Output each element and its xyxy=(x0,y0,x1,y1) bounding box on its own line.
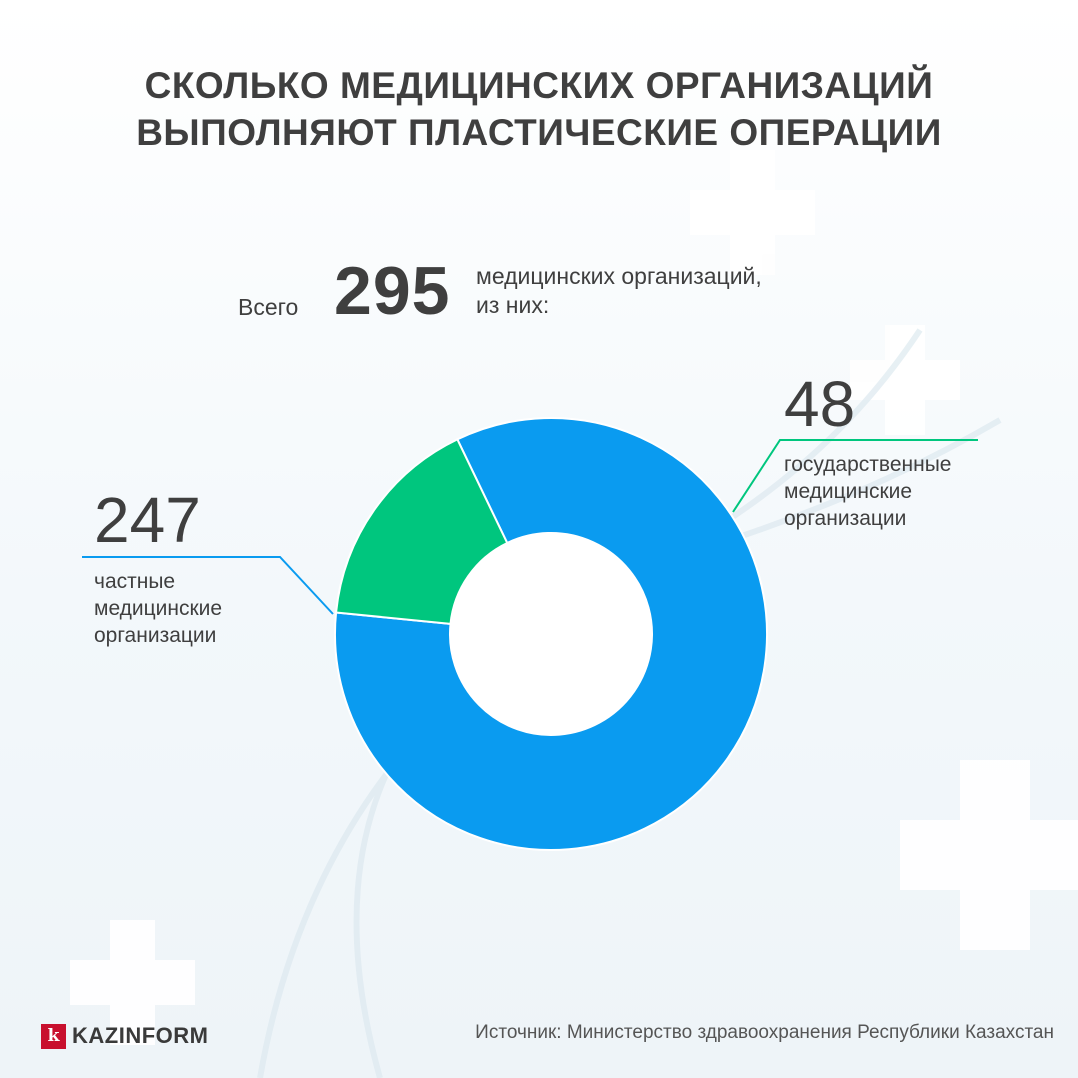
chart-title: СКОЛЬКО МЕДИЦИНСКИХ ОРГАНИЗАЦИЙ ВЫПОЛНЯЮ… xyxy=(0,62,1078,156)
private-leader-line xyxy=(82,556,334,615)
kazinform-logo: k KAZINFORM xyxy=(41,1023,208,1049)
cross-decoration xyxy=(70,920,195,1045)
title-line-2: ВЫПОЛНЯЮТ ПЛАСТИЧЕСКИЕ ОПЕРАЦИИ xyxy=(136,112,942,153)
total-prefix: Всего xyxy=(238,294,299,320)
state-leader-line xyxy=(732,439,978,513)
cross-decoration xyxy=(690,150,815,275)
total-value: 295 xyxy=(334,253,451,329)
private-desc-line-1: частные xyxy=(94,570,176,593)
private-description: частные медицинские организации xyxy=(94,568,222,649)
total-suffix-line-2: из них: xyxy=(476,292,550,318)
cross-decoration xyxy=(850,325,960,435)
private-desc-line-3: организации xyxy=(94,624,217,647)
state-desc-line-3: организации xyxy=(784,507,907,530)
total-suffix: медицинских организаций, из них: xyxy=(476,262,762,320)
state-desc-line-2: медицинские xyxy=(784,480,913,503)
logo-mark: k xyxy=(41,1023,66,1049)
title-line-1: СКОЛЬКО МЕДИЦИНСКИХ ОРГАНИЗАЦИЙ xyxy=(144,65,934,106)
state-description: государственные медицинские организации xyxy=(784,451,951,532)
logo-text: KAZINFORM xyxy=(72,1023,209,1048)
source-note: Источник: Министерство здравоохранения Р… xyxy=(475,1022,1054,1043)
donut-hole xyxy=(450,533,652,735)
cross-decoration xyxy=(900,760,1078,950)
total-suffix-line-1: медицинских организаций, xyxy=(476,263,762,289)
state-desc-line-1: государственные xyxy=(784,453,952,476)
private-desc-line-2: медицинские xyxy=(94,597,223,620)
state-value-label: 48 xyxy=(784,368,856,440)
private-value-label: 247 xyxy=(94,484,201,556)
